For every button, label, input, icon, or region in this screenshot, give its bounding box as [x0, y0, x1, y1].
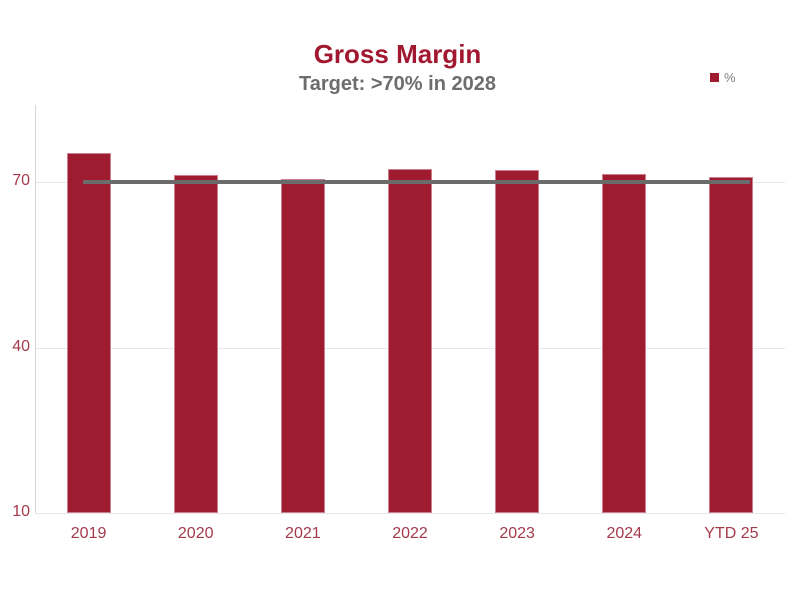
bar-ytd-25: [709, 176, 754, 513]
bar-2020: [173, 175, 218, 513]
bar-2021: [280, 178, 325, 513]
bar-2024: [602, 173, 647, 513]
y-tick-70: 70: [12, 172, 30, 190]
bar-2022: [388, 168, 432, 513]
chart-header: Gross Margin Target: >70% in 2028: [0, 39, 795, 96]
bar-2023: [495, 169, 540, 513]
chart-title: Gross Margin: [313, 39, 482, 69]
x-tick-2023: 2023: [499, 525, 535, 542]
y-tick-40: 40: [12, 337, 30, 355]
x-tick-2020: 2020: [177, 525, 214, 542]
x-tick-2019: 2019: [70, 525, 107, 542]
chart-legend: %: [710, 70, 736, 85]
x-tick-ytd-25: YTD 25: [704, 525, 759, 542]
gridline-10: [35, 513, 785, 514]
x-tick-2024: 2024: [606, 525, 643, 542]
legend-label: %: [724, 70, 736, 85]
y-axis-line: [35, 105, 36, 513]
x-tick-2022: 2022: [392, 525, 428, 542]
x-tick-2021: 2021: [285, 525, 321, 542]
chart-subtitle: Target: >70% in 2028: [299, 72, 496, 95]
bar-2019: [66, 152, 111, 513]
target-line: [83, 180, 750, 185]
legend-swatch-icon: [710, 73, 719, 82]
y-tick-10: 10: [12, 503, 30, 520]
